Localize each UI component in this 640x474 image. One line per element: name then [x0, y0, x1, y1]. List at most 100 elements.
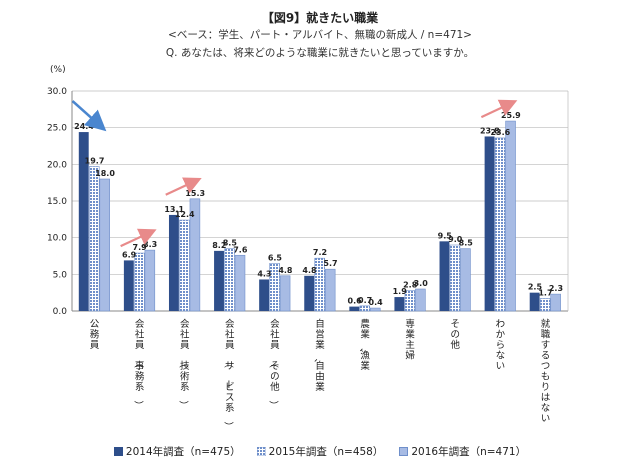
bar-value-label: 1.9 [393, 287, 408, 296]
trend-up-arrow [120, 228, 157, 248]
legend-item-2016: 2016年調査（n=471） [399, 444, 526, 459]
legend-label-2015: 2015年調査（n=458） [268, 446, 384, 458]
y-tick-label: 20.0 [47, 160, 67, 170]
bar-value-label: 2.3 [549, 284, 563, 293]
bar-2016 [415, 288, 426, 312]
bar-2014 [214, 250, 224, 311]
bar-value-label: 2.5 [528, 283, 543, 292]
bar-2015 [404, 290, 416, 312]
bar-value-label: 3.0 [414, 279, 429, 288]
bar-value-label: 6.9 [122, 250, 137, 259]
trend-arrows [71, 99, 518, 248]
bar-2016 [460, 248, 471, 312]
bar-2015 [449, 244, 461, 312]
category-label: 公務員 [90, 319, 100, 351]
bar-2016 [189, 198, 201, 312]
y-tick-label: 30.0 [47, 87, 67, 97]
bar-2014 [259, 279, 270, 311]
bar-value-label: 8.3 [143, 240, 157, 249]
bar-value-label: 2.8 [403, 280, 418, 289]
bar-2015 [314, 257, 325, 312]
bar-value-label: 23.6 [490, 128, 510, 137]
bar-2014 [168, 214, 179, 311]
bar-2015 [134, 252, 145, 312]
bar-value-label: 0.4 [369, 298, 384, 307]
survey-question: Q. あなたは、将来どのような職業に就きたいと思っていますか。 [165, 47, 475, 59]
bar-value-label: 4.8 [278, 266, 293, 275]
bar-2015 [539, 298, 551, 312]
trend-down-arrow [71, 100, 107, 132]
bar-2014 [349, 306, 360, 311]
chart-subtitle: <ベース：学生、パート・アルバイト、無職の新成人 / n=471> [168, 29, 472, 41]
bar-value-label: 8.5 [459, 239, 474, 248]
bar-2015 [224, 248, 235, 312]
legend-item-2015: 2015年調査（n=458） [256, 444, 384, 459]
category-label: 自営業、自由業 [312, 318, 325, 393]
bar-value-label: 18.0 [95, 169, 115, 178]
legend-swatch-2014 [113, 447, 123, 456]
bar-value-label: 5.7 [323, 259, 337, 268]
bar-2014 [529, 292, 540, 311]
legend-label-2016: 2016年調査（n=471） [411, 446, 527, 458]
category-label: 専業主婦 [405, 318, 415, 362]
bar-2016 [99, 178, 110, 312]
bar-value-label: 19.7 [85, 157, 105, 166]
bar-2014 [439, 241, 450, 311]
bar-value-label: 24.4 [74, 122, 94, 131]
bar-2014 [394, 297, 405, 311]
bar-value-label: 7.2 [313, 248, 327, 257]
trend-up-arrow [480, 99, 518, 119]
bar-2015 [269, 263, 280, 312]
bar-2014 [304, 275, 315, 311]
bar-2016 [370, 307, 381, 312]
bar-value-label: 7.6 [233, 245, 248, 254]
bar-value-label: 4.8 [302, 266, 317, 275]
y-tick-label: 10.0 [47, 234, 67, 244]
legend-swatch-2016 [399, 447, 409, 456]
y-tick-label: 25.0 [47, 124, 67, 134]
bar-value-label: 8.5 [223, 239, 238, 248]
bar-value-label: 23.8 [480, 126, 500, 135]
y-tick-label: 5.0 [53, 270, 68, 280]
category-label: 会社員（サービス系） [222, 318, 235, 431]
category-label: 会社員（事務系） [132, 318, 145, 410]
bar-2016 [550, 293, 561, 312]
category-label: その他 [451, 319, 461, 351]
bar-2014 [78, 132, 89, 311]
bar-value-label: 6.5 [268, 253, 283, 262]
trend-up-arrow [165, 177, 202, 196]
bar-2015 [494, 137, 506, 312]
chart-title: 【図9】就きたい職業 [261, 11, 379, 25]
bar-2016 [234, 254, 246, 312]
bar-2014 [484, 136, 495, 311]
bar-2016 [279, 275, 291, 312]
legend-item-2014: 2014年調査（n=475） [113, 444, 241, 459]
bar-value-label: 0.7 [358, 296, 372, 305]
category-label: 会社員（その他） [267, 318, 280, 410]
category-label: 就職するつもりはない [541, 318, 551, 425]
bar-2016 [144, 249, 156, 312]
bar-value-label: 12.4 [175, 210, 195, 219]
y-axis-unit: (%) [50, 65, 66, 75]
legend-label-2014: 2014年調査（n=475） [125, 446, 241, 458]
y-tick-label: 0.0 [53, 307, 68, 317]
bar-2015 [179, 219, 190, 312]
bar-value-label: 15.3 [185, 189, 205, 198]
y-tick-label: 15.0 [47, 197, 67, 207]
bar-value-label: 1.7 [538, 289, 552, 298]
bar-2016 [324, 268, 336, 312]
category-label: 会社員（技術系） [177, 318, 190, 410]
bar-value-label: 0.6 [348, 297, 363, 306]
bar-value-label: 13.1 [164, 205, 184, 214]
bar-value-label: 9.0 [448, 235, 463, 244]
bar-2015 [359, 305, 371, 312]
category-label: 農業、漁業 [357, 318, 370, 372]
bar-value-label: 8.2 [212, 241, 226, 250]
bar-value-label: 7.9 [133, 243, 148, 252]
bar-2015 [88, 166, 100, 312]
bar-value-label: 4.3 [257, 269, 271, 278]
bar-value-label: 9.5 [438, 231, 453, 240]
legend-swatch-2015 [256, 447, 266, 456]
bar-2016 [505, 120, 516, 312]
